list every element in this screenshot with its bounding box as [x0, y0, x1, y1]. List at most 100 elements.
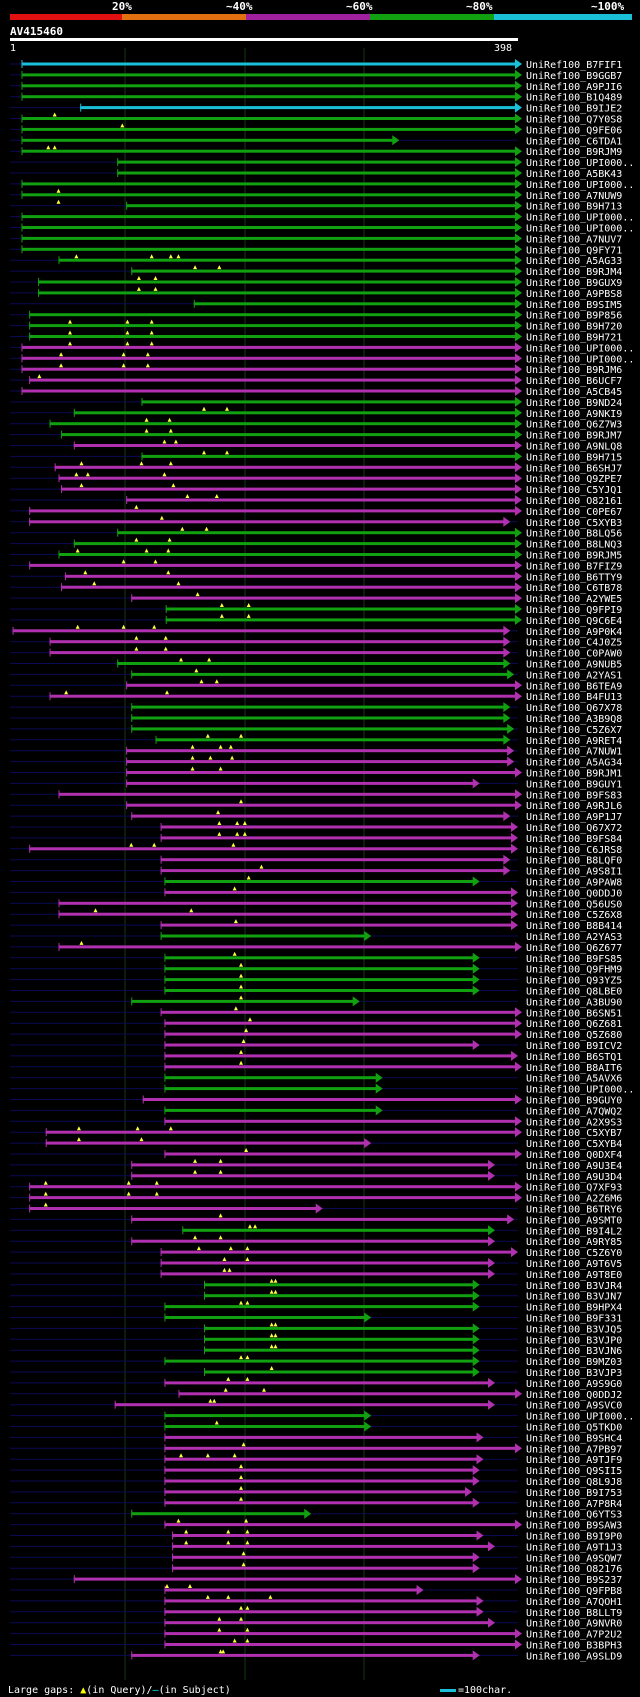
- hit-end-arrow: [511, 898, 518, 909]
- hit-end-arrow: [476, 1432, 484, 1443]
- hit-bar: [21, 84, 517, 88]
- hit-bar: [126, 760, 509, 764]
- gap-marker: [226, 1529, 231, 1534]
- hit-label: UniRef100_A9SQW7: [526, 1553, 622, 1564]
- gap-marker: [241, 1442, 246, 1447]
- hit-label: UniRef100_C5XYB7: [526, 1128, 622, 1139]
- gap-marker: [242, 831, 247, 836]
- hit-start-tick: [160, 855, 162, 864]
- hit-label: UniRef100_Q0DDJ0: [526, 888, 622, 899]
- hit-bar: [141, 400, 516, 404]
- hit-end-arrow: [511, 920, 518, 931]
- hit-start-tick: [164, 1302, 166, 1311]
- hit-start-tick: [21, 147, 23, 156]
- hit-end-arrow: [503, 647, 511, 658]
- hit-end-arrow: [515, 1388, 522, 1399]
- hit-label: UniRef100_A7NUW1: [526, 747, 622, 758]
- hit-end-arrow: [511, 843, 518, 854]
- gap-marker: [134, 504, 139, 509]
- hit-end-arrow: [507, 1214, 515, 1225]
- gap-marker: [52, 112, 57, 117]
- hit-start-tick: [73, 539, 75, 548]
- hit-start-tick: [49, 637, 51, 646]
- hit-start-tick: [164, 1062, 166, 1071]
- hit-end-arrow: [515, 1443, 522, 1454]
- gap-marker: [92, 581, 97, 586]
- gap-marker: [139, 1137, 144, 1142]
- hit-start-tick: [21, 343, 23, 352]
- hit-bar: [29, 1185, 517, 1189]
- gap-marker: [67, 319, 72, 324]
- hit-label: UniRef100_Q7Y0S8: [526, 115, 622, 126]
- hit-bar: [164, 1523, 517, 1527]
- hit-label: UniRef100_A9T6V5: [526, 1259, 622, 1270]
- hit-bar: [164, 1446, 517, 1450]
- hit-label: UniRef100_Q9FE06: [526, 125, 622, 136]
- hit-end-arrow: [364, 1138, 372, 1149]
- hit-label: UniRef100_Q67X78: [526, 703, 622, 714]
- hit-end-arrow: [515, 1639, 522, 1650]
- hit-start-tick: [164, 1586, 166, 1594]
- gap-marker: [125, 319, 130, 324]
- hit-end-arrow: [515, 91, 522, 102]
- gap-marker: [134, 646, 139, 651]
- hit-bar: [73, 1577, 516, 1581]
- hit-start-tick: [58, 910, 60, 919]
- hit-start-tick: [164, 1411, 166, 1420]
- gap-marker: [134, 537, 139, 542]
- hit-start-tick: [80, 103, 82, 112]
- hit-end-arrow: [472, 1334, 480, 1345]
- hit-start-tick: [204, 1368, 206, 1376]
- hit-bar: [164, 1632, 517, 1636]
- gap-marker: [214, 1420, 219, 1425]
- hit-start-tick: [164, 1455, 166, 1464]
- hit-bar: [193, 302, 516, 306]
- gap-marker: [218, 744, 223, 749]
- hit-bar: [204, 1283, 474, 1287]
- hit-start-tick: [117, 158, 119, 167]
- hit-start-tick: [165, 605, 167, 613]
- hit-end-arrow: [375, 1083, 383, 1094]
- hit-start-tick: [164, 1019, 166, 1028]
- hit-label: UniRef100_A7PB97: [526, 1444, 622, 1455]
- hit-start-tick: [164, 1498, 166, 1507]
- hit-start-tick: [160, 866, 162, 875]
- hit-start-tick: [21, 92, 23, 101]
- hit-start-tick: [160, 1248, 162, 1257]
- hit-label: UniRef100_B9RJM9: [526, 147, 622, 158]
- legend-bar-orange: [122, 14, 246, 20]
- hit-label: UniRef100_UPI000..: [526, 354, 634, 365]
- gap-marker: [64, 690, 69, 695]
- hit-start-tick: [49, 419, 51, 428]
- hit-end-arrow: [476, 1595, 484, 1606]
- hit-bar: [45, 1130, 516, 1134]
- gap-marker: [247, 1017, 252, 1022]
- hit-end-arrow: [488, 1159, 496, 1170]
- hit-bar: [164, 967, 474, 971]
- hit-end-arrow: [515, 767, 522, 778]
- hit-label: UniRef100_A5AG33: [526, 256, 622, 267]
- hit-label: UniRef100_B6STQ1: [526, 1052, 622, 1063]
- hit-bar: [172, 1566, 474, 1570]
- hit-end-arrow: [515, 353, 522, 364]
- hit-end-arrow: [515, 549, 522, 560]
- hit-end-arrow: [515, 211, 522, 222]
- gap-marker: [129, 842, 134, 847]
- gap-marker: [208, 1398, 213, 1403]
- hit-bar: [29, 847, 513, 851]
- hit-label: UniRef100_A9PAW8: [526, 878, 622, 889]
- hit-label: UniRef100_A3BU90: [526, 997, 622, 1008]
- gap-marker: [269, 1333, 274, 1338]
- hit-bar: [29, 563, 517, 567]
- gap-marker: [273, 1278, 278, 1283]
- hit-end-arrow: [515, 69, 522, 80]
- hit-start-tick: [117, 528, 119, 537]
- hit-start-tick: [21, 179, 23, 188]
- hit-end-arrow: [472, 778, 480, 789]
- hit-label: UniRef100_B8AIT6: [526, 1063, 622, 1074]
- hit-bar: [164, 1479, 474, 1483]
- hit-label: UniRef100_A9S8I1: [526, 867, 622, 878]
- hit-bar: [126, 803, 516, 807]
- hit-label: UniRef100_B9F331: [526, 1314, 622, 1325]
- gap-marker: [239, 1605, 244, 1610]
